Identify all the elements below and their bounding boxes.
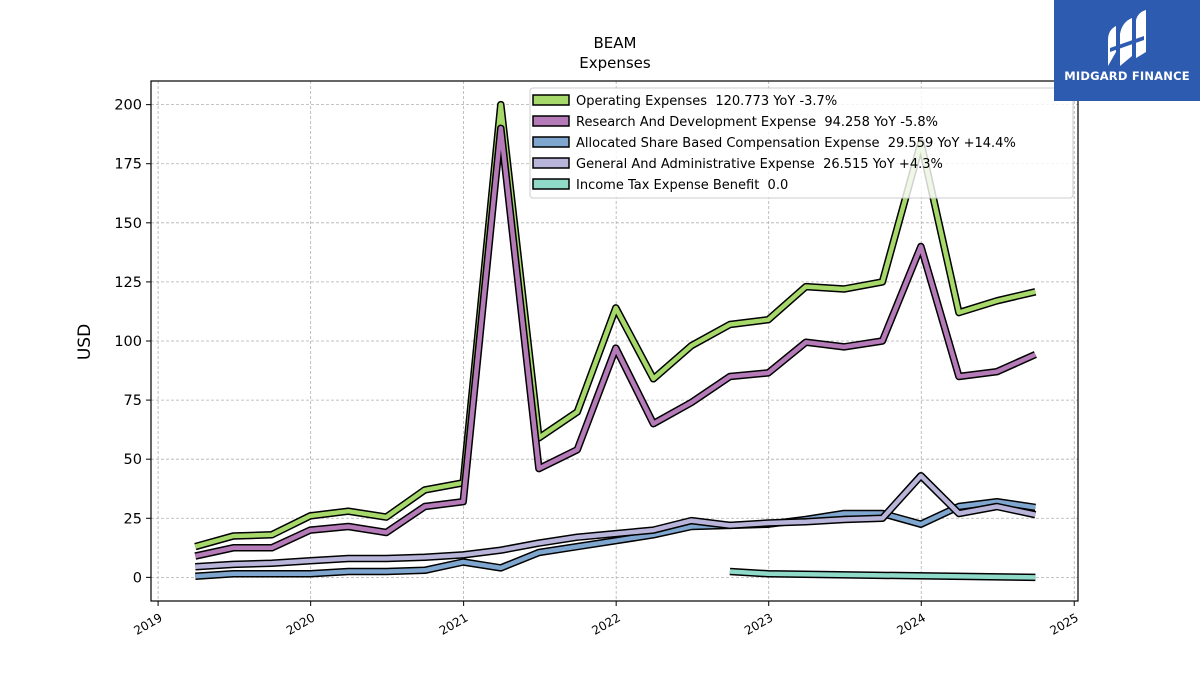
- series-line: [194, 102, 1036, 549]
- y-tick-label: 175: [114, 157, 142, 173]
- series-layer: [194, 100, 1037, 582]
- legend-entry: General And Administrative Expense 26.51…: [532, 157, 943, 172]
- x-tick-label: 2023: [742, 610, 775, 637]
- series-line: [194, 126, 1037, 559]
- legend-entry: Income Tax Expense Benefit 0.0: [532, 178, 788, 193]
- y-tick-label: 150: [114, 216, 142, 232]
- y-tick-label: 200: [114, 98, 142, 114]
- legend-entry: Allocated Share Based Compensation Expen…: [532, 136, 1016, 151]
- y-tick-label: 75: [124, 393, 142, 409]
- legend-box: [529, 87, 1074, 199]
- chart-title: BEAM: [594, 34, 637, 52]
- x-tick-label: 2021: [437, 610, 470, 637]
- legend-label: Research And Development Expense 94.258 …: [576, 115, 938, 130]
- y-tick-label: 125: [114, 275, 142, 291]
- x-tick-label: 2020: [284, 610, 317, 637]
- series-general-and-administrative-expense: [195, 471, 1037, 571]
- legend: Operating Expenses 120.773 YoY -3.7% Rese…: [529, 87, 1074, 199]
- legend-swatch: [532, 115, 570, 127]
- y-tick-label: 25: [124, 511, 142, 527]
- legend-entry: Research And Development Expense 94.258 …: [532, 115, 938, 130]
- brand-logo: MIDGARD FINANCE: [1054, 0, 1200, 101]
- midgard-logo-icon: [1108, 10, 1146, 66]
- series-line: [195, 499, 1036, 579]
- series-line: [195, 473, 1036, 569]
- legend-swatch: [532, 136, 570, 148]
- y-tick-label: 100: [114, 334, 142, 350]
- series-research-and-development-expense: [194, 124, 1037, 560]
- legend-swatch: [532, 178, 570, 190]
- series-line: [729, 569, 1036, 580]
- legend-swatch: [532, 157, 570, 169]
- legend-swatch: [532, 94, 570, 106]
- legend-label: General And Administrative Expense 26.51…: [576, 157, 943, 172]
- series-operating-expenses: [194, 100, 1037, 551]
- brand-name: MIDGARD FINANCE: [1064, 69, 1190, 83]
- y-tick-label: 0: [133, 570, 142, 586]
- y-tick-label: 50: [124, 452, 142, 468]
- legend-label: Operating Expenses 120.773 YoY -3.7%: [576, 94, 837, 109]
- x-tick-label: 2024: [895, 610, 928, 637]
- x-tick-label: 2025: [1047, 610, 1080, 637]
- legend-label: Allocated Share Based Compensation Expen…: [576, 136, 1016, 151]
- series-allocated-share-based-compensation-expense: [195, 497, 1036, 580]
- x-tick-label: 2019: [131, 610, 164, 637]
- legend-entry: Operating Expenses 120.773 YoY -3.7%: [532, 94, 837, 109]
- y-axis-label: USD: [75, 324, 95, 360]
- chart-subtitle: Expenses: [579, 54, 651, 72]
- legend-label: Income Tax Expense Benefit 0.0: [576, 178, 788, 193]
- series-income-tax-expense-benefit: [729, 567, 1036, 582]
- x-tick-label: 2022: [589, 610, 622, 637]
